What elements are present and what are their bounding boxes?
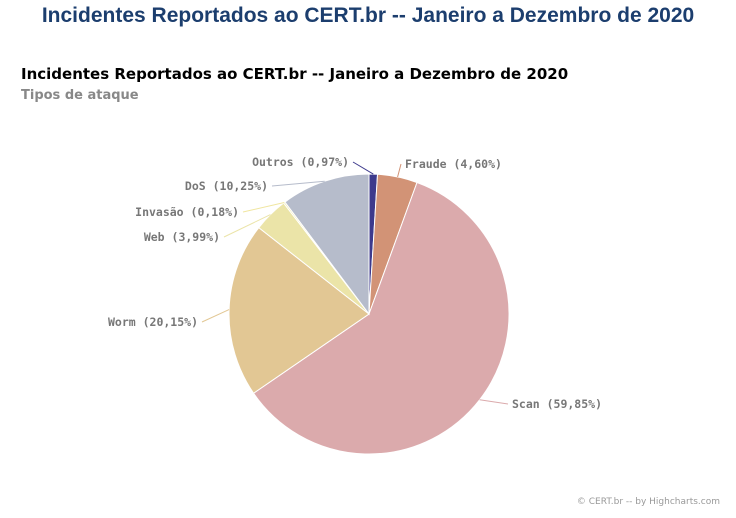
connector-fraude bbox=[397, 163, 402, 178]
chart-credits[interactable]: © CERT.br -- by Highcharts.com bbox=[577, 497, 720, 507]
pie-slices bbox=[228, 173, 510, 455]
slice-label-outros: Outros (0,97%) bbox=[252, 155, 349, 169]
connector-invasao bbox=[242, 202, 285, 213]
slice-label-invasao: Invasão (0,18%) bbox=[135, 205, 239, 219]
connector-dos bbox=[271, 180, 325, 187]
slice-label-dos: DoS (10,25%) bbox=[185, 179, 268, 193]
pie-slice-scan[interactable] bbox=[252, 181, 510, 455]
chart-subtitle: Tipos de ataque bbox=[21, 88, 139, 103]
slice-label-worm: Worm (20,15%) bbox=[108, 315, 198, 329]
chart-title: Incidentes Reportados ao CERT.br -- Jane… bbox=[21, 65, 568, 83]
connector-outros bbox=[352, 161, 374, 175]
slice-label-fraude: Fraude (4,60%) bbox=[405, 157, 502, 171]
connector-web bbox=[223, 214, 271, 238]
connector-scan bbox=[479, 399, 509, 405]
slice-label-web: Web (3,99%) bbox=[144, 230, 220, 244]
slice-label-scan: Scan (59,85%) bbox=[512, 397, 602, 411]
slice-labels: Outros (0,97%) Fraude (4,60%) Scan (59,85%… bbox=[108, 155, 602, 411]
connector-worm bbox=[201, 309, 230, 323]
page-heading: Incidentes Reportados ao CERT.br -- Jane… bbox=[41, 4, 695, 27]
